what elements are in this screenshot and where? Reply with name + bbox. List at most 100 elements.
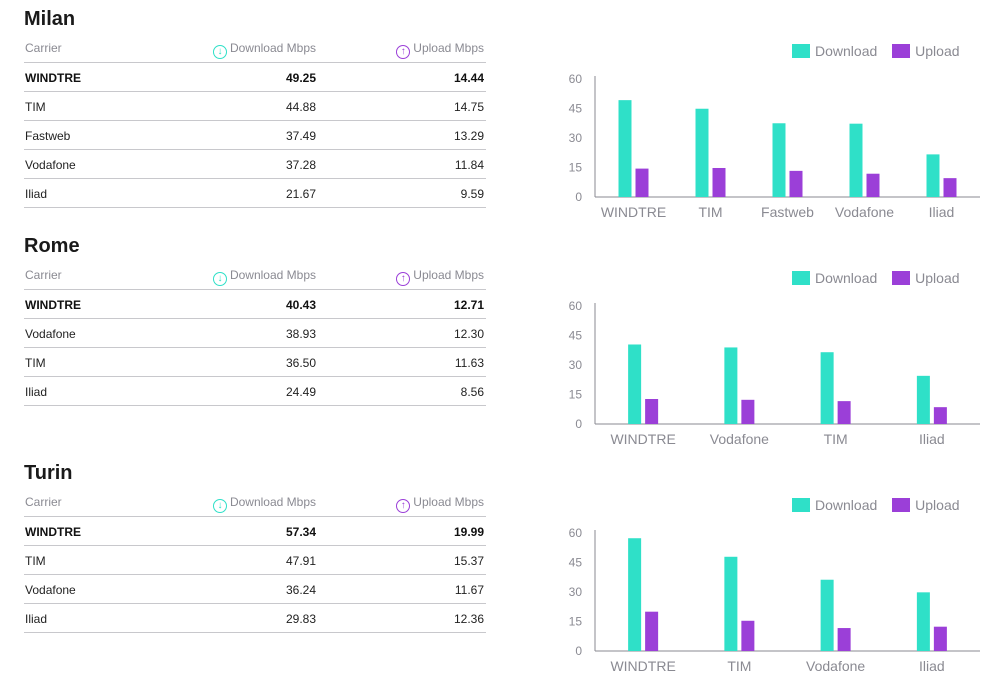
chart-legend: Download Upload xyxy=(792,43,971,59)
upload-cell: 13.29 xyxy=(453,129,484,143)
download-bar-tim xyxy=(820,352,834,424)
upload-bar-iliad xyxy=(933,407,947,424)
download-bar-tim xyxy=(695,108,709,197)
x-tick-label: TIM xyxy=(698,204,722,220)
upload-header: ↑ Upload Mbps xyxy=(396,495,484,513)
download-cell: 57.34 xyxy=(285,525,316,539)
table-header: Carrier ↓ Download Mbps ↑ Upload Mbps xyxy=(24,263,486,290)
table-row: Iliad 24.49 8.56 xyxy=(24,377,486,406)
x-tick-label: TIM xyxy=(727,658,751,674)
upload-bar-tim xyxy=(837,401,851,424)
carrier-cell: TIM xyxy=(25,100,46,114)
x-tick-label: Iliad xyxy=(919,658,945,674)
carrier-cell: Iliad xyxy=(25,187,48,201)
y-tick-label: 0 xyxy=(575,417,582,431)
section-turin: Turin Carrier ↓ Download Mbps ↑ Upload Mbp… xyxy=(0,454,1000,680)
x-tick-label: Vodafone xyxy=(710,431,769,447)
upload-header: ↑ Upload Mbps xyxy=(396,268,484,286)
y-tick-label: 0 xyxy=(575,644,582,658)
table-row: Vodafone 37.28 11.84 xyxy=(24,150,486,179)
upload-swatch xyxy=(892,498,911,512)
legend-upload: Upload xyxy=(892,270,960,286)
upload-bar-iliad xyxy=(933,626,947,651)
upload-cell: 9.59 xyxy=(460,187,484,201)
table-row: Vodafone 36.24 11.67 xyxy=(24,575,486,604)
download-bar-vodafone xyxy=(849,123,863,197)
table-row: TIM 36.50 11.63 xyxy=(24,348,486,377)
y-tick-label: 15 xyxy=(569,161,583,175)
download-cell: 37.49 xyxy=(285,129,316,143)
upload-bar-tim xyxy=(741,620,755,651)
upload-cell: 11.84 xyxy=(454,158,484,172)
table-header: Carrier ↓ Download Mbps ↑ Upload Mbps xyxy=(24,490,486,517)
carrier-cell: Vodafone xyxy=(25,583,76,597)
x-tick-label: TIM xyxy=(824,431,848,447)
carrier-cell: WINDTRE xyxy=(25,71,81,85)
upload-cell: 15.37 xyxy=(453,554,484,568)
y-tick-label: 30 xyxy=(569,358,583,372)
upload-cell: 12.71 xyxy=(453,298,484,312)
download-cell: 40.43 xyxy=(285,298,316,312)
city-title: Turin xyxy=(24,462,73,484)
table-row: TIM 44.88 14.75 xyxy=(24,92,486,121)
table-row: Iliad 29.83 12.36 xyxy=(24,604,486,633)
speed-table: Carrier ↓ Download Mbps ↑ Upload Mbps WIND… xyxy=(24,36,486,208)
legend-upload: Upload xyxy=(892,43,960,59)
carrier-cell: Vodafone xyxy=(25,327,76,341)
download-bar-windtre xyxy=(618,100,632,197)
upload-cell: 12.36 xyxy=(453,612,484,626)
bar-chart-turin: 0 15 30 45 60 WINDTRE TIM Vodafone Iliad xyxy=(569,526,980,674)
download-bar-windtre xyxy=(628,344,642,424)
download-swatch xyxy=(792,44,810,58)
table-row: Fastweb 37.49 13.29 xyxy=(24,121,486,150)
carrier-cell: Iliad xyxy=(25,385,48,399)
download-cell: 24.49 xyxy=(285,385,316,399)
city-title: Milan xyxy=(24,8,76,30)
upload-cell: 8.56 xyxy=(460,385,484,399)
city-title: Rome xyxy=(24,235,80,257)
legend-download: Download xyxy=(792,497,877,513)
download-header: ↓ Download Mbps xyxy=(212,495,316,513)
arrow-up-circle-icon: ↑ xyxy=(396,272,411,286)
download-bar-iliad xyxy=(916,592,930,651)
arrow-down-circle-icon: ↓ xyxy=(212,272,227,286)
arrow-up-circle-icon: ↑ xyxy=(396,499,411,513)
arrow-down-circle-icon: ↓ xyxy=(212,45,227,59)
y-tick-label: 60 xyxy=(569,526,583,540)
download-cell: 36.50 xyxy=(285,356,316,370)
carrier-cell: Iliad xyxy=(25,612,48,626)
x-tick-label: WINDTRE xyxy=(610,431,675,447)
upload-cell: 14.75 xyxy=(453,100,484,114)
x-tick-label: Vodafone xyxy=(835,204,894,220)
y-tick-label: 60 xyxy=(569,72,583,86)
legend-download: Download xyxy=(792,43,877,59)
y-tick-label: 15 xyxy=(569,615,583,629)
download-bar-tim xyxy=(724,556,738,651)
carrier-cell: Fastweb xyxy=(25,129,71,143)
x-tick-label: Iliad xyxy=(919,431,945,447)
carrier-cell: TIM xyxy=(25,554,46,568)
x-tick-label: Iliad xyxy=(929,204,955,220)
upload-cell: 12.30 xyxy=(453,327,484,341)
section-rome: Rome Carrier ↓ Download Mbps ↑ Upload Mbps… xyxy=(0,227,1000,453)
table-row: WINDTRE 57.34 19.99 xyxy=(24,517,486,546)
y-tick-label: 0 xyxy=(575,190,582,204)
arrow-down-circle-icon: ↓ xyxy=(212,499,227,513)
y-tick-label: 30 xyxy=(569,585,583,599)
carrier-header: Carrier xyxy=(25,268,62,282)
carrier-cell: WINDTRE xyxy=(25,298,81,312)
table-header: Carrier ↓ Download Mbps ↑ Upload Mbps xyxy=(24,36,486,63)
y-tick-label: 60 xyxy=(569,299,583,313)
download-bar-vodafone xyxy=(820,579,834,651)
download-bar-fastweb xyxy=(772,123,786,197)
download-cell: 44.88 xyxy=(285,100,316,114)
download-cell: 47.91 xyxy=(285,554,316,568)
carrier-cell: WINDTRE xyxy=(25,525,81,539)
y-tick-label: 45 xyxy=(569,329,583,343)
table-row: Vodafone 38.93 12.30 xyxy=(24,319,486,348)
upload-bar-vodafone xyxy=(741,399,755,424)
x-tick-label: WINDTRE xyxy=(610,658,675,674)
download-bar-windtre xyxy=(628,538,642,651)
download-cell: 38.93 xyxy=(285,327,316,341)
upload-cell: 19.99 xyxy=(453,525,484,539)
